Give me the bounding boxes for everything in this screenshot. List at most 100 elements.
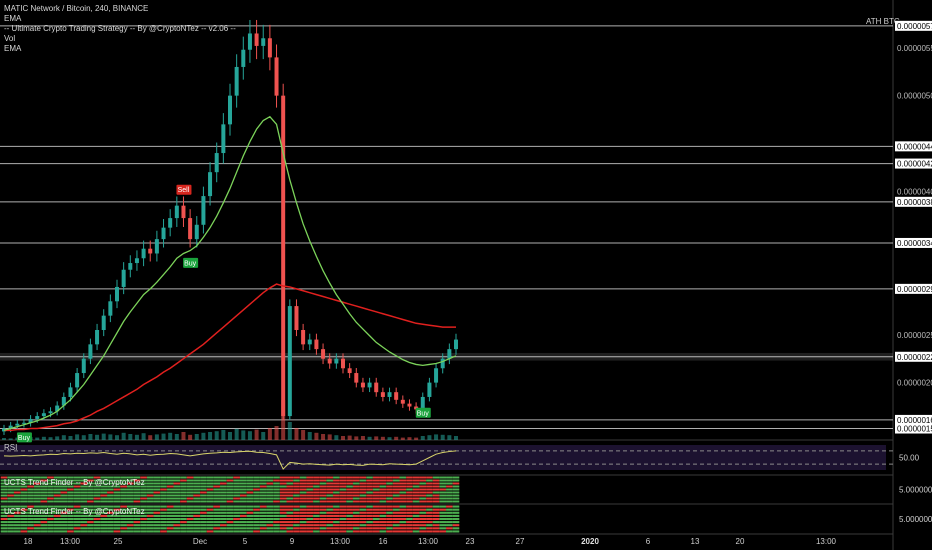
indicator-volume[interactable]: Vol bbox=[4, 34, 16, 43]
candle-body[interactable] bbox=[327, 358, 332, 364]
candle-body[interactable] bbox=[121, 269, 126, 287]
candle-body[interactable] bbox=[440, 358, 445, 369]
candle-body[interactable] bbox=[247, 33, 252, 50]
trend-cell bbox=[27, 488, 34, 491]
candle-body[interactable] bbox=[214, 153, 219, 173]
price-tick: 0.00000573 bbox=[897, 22, 932, 31]
candle-body[interactable] bbox=[181, 205, 186, 219]
candle-body[interactable] bbox=[407, 403, 412, 407]
candle-body[interactable] bbox=[161, 227, 166, 240]
candle-body[interactable] bbox=[168, 218, 173, 228]
trend-cell bbox=[253, 530, 260, 533]
candle-body[interactable] bbox=[35, 416, 40, 419]
candle-body[interactable] bbox=[21, 422, 26, 424]
candle-body[interactable] bbox=[95, 330, 100, 345]
candle-body[interactable] bbox=[334, 358, 339, 364]
trend-cell bbox=[266, 491, 274, 494]
candle-body[interactable] bbox=[88, 344, 93, 359]
candle-body[interactable] bbox=[208, 172, 213, 197]
indicator-ucts-strategy[interactable]: -- Ultimate Crypto Trading Strategy -- B… bbox=[4, 24, 236, 33]
candle-body[interactable] bbox=[28, 418, 33, 423]
trend-cell bbox=[392, 514, 400, 517]
candle-body[interactable] bbox=[241, 49, 246, 67]
trend-cell bbox=[446, 494, 453, 497]
candle-body[interactable] bbox=[341, 358, 345, 369]
candle-body[interactable] bbox=[55, 405, 60, 412]
trend-cell bbox=[279, 514, 287, 517]
candle-body[interactable] bbox=[434, 368, 439, 383]
candle-body[interactable] bbox=[454, 339, 458, 350]
candle-body[interactable] bbox=[360, 382, 365, 388]
candle-body[interactable] bbox=[15, 423, 20, 426]
trend-cell bbox=[47, 521, 54, 524]
candle-body[interactable] bbox=[188, 218, 193, 240]
trend-cell bbox=[193, 517, 201, 521]
candle-body[interactable] bbox=[354, 373, 359, 383]
candle-body[interactable] bbox=[194, 224, 199, 240]
candle-body[interactable] bbox=[307, 339, 312, 345]
candle-body[interactable] bbox=[75, 373, 80, 388]
candle-body[interactable] bbox=[101, 315, 106, 330]
candle-body[interactable] bbox=[387, 392, 392, 397]
candle-body[interactable] bbox=[68, 387, 73, 397]
trend-cell bbox=[180, 527, 187, 530]
signal-tag bbox=[176, 184, 192, 195]
candle-body[interactable] bbox=[294, 306, 299, 330]
trend-cell bbox=[7, 527, 14, 530]
indicator-ema-fast[interactable]: EMA bbox=[4, 14, 22, 23]
candle-body[interactable] bbox=[115, 286, 119, 302]
candle-body[interactable] bbox=[427, 382, 432, 397]
candle-body[interactable] bbox=[314, 339, 319, 350]
trend-cell bbox=[180, 511, 187, 514]
buy-signal[interactable]: Buy bbox=[183, 257, 199, 268]
candle-body[interactable] bbox=[367, 382, 372, 388]
trend-cell bbox=[20, 517, 28, 521]
candle-body[interactable] bbox=[301, 330, 306, 345]
candle-body[interactable] bbox=[420, 396, 425, 410]
candle-body[interactable] bbox=[267, 38, 272, 58]
trend-cell bbox=[273, 517, 280, 521]
candle-body[interactable] bbox=[154, 239, 159, 254]
candle-body[interactable] bbox=[174, 205, 179, 219]
buy-signal[interactable]: Buy bbox=[16, 432, 32, 443]
trend-cell bbox=[73, 488, 81, 491]
candle-body[interactable] bbox=[228, 95, 232, 125]
candle-body[interactable] bbox=[254, 33, 259, 46]
candle-body[interactable] bbox=[141, 248, 146, 259]
trend-cell bbox=[186, 485, 194, 488]
candle-body[interactable] bbox=[321, 349, 326, 359]
candle-body[interactable] bbox=[287, 306, 292, 417]
candle-body[interactable] bbox=[134, 258, 139, 264]
candle-body[interactable] bbox=[261, 38, 266, 46]
candle-body[interactable] bbox=[48, 411, 53, 414]
candle-body[interactable] bbox=[201, 196, 206, 225]
candle-body[interactable] bbox=[128, 263, 133, 270]
candle-body[interactable] bbox=[347, 368, 352, 374]
candle-body[interactable] bbox=[81, 358, 86, 374]
candle-body[interactable] bbox=[380, 392, 385, 397]
candle-body[interactable] bbox=[394, 392, 399, 400]
candle-body[interactable] bbox=[447, 349, 452, 359]
trend-cell bbox=[452, 511, 460, 514]
candle-body[interactable] bbox=[148, 248, 153, 254]
sell-signal[interactable]: Sell bbox=[176, 184, 192, 195]
trend-cell bbox=[160, 494, 167, 497]
trend-cell bbox=[432, 479, 440, 482]
candle-body[interactable] bbox=[221, 124, 226, 154]
buy-signal[interactable]: Buy bbox=[415, 407, 431, 418]
candle-body[interactable] bbox=[41, 413, 46, 417]
trend-cell bbox=[166, 514, 174, 517]
candle-body[interactable] bbox=[8, 425, 13, 429]
candle-body[interactable] bbox=[234, 66, 239, 96]
trend-cell bbox=[392, 491, 400, 494]
candle-body[interactable] bbox=[400, 399, 405, 404]
candle-body[interactable] bbox=[61, 396, 66, 406]
candle-body[interactable] bbox=[108, 301, 113, 316]
candle-body[interactable] bbox=[274, 57, 279, 96]
candle-body[interactable] bbox=[374, 382, 379, 393]
candle-body[interactable] bbox=[414, 406, 419, 410]
candle-body[interactable] bbox=[281, 95, 286, 417]
indicator-ema-slow[interactable]: EMA bbox=[4, 44, 22, 53]
trend-cell bbox=[279, 482, 287, 485]
